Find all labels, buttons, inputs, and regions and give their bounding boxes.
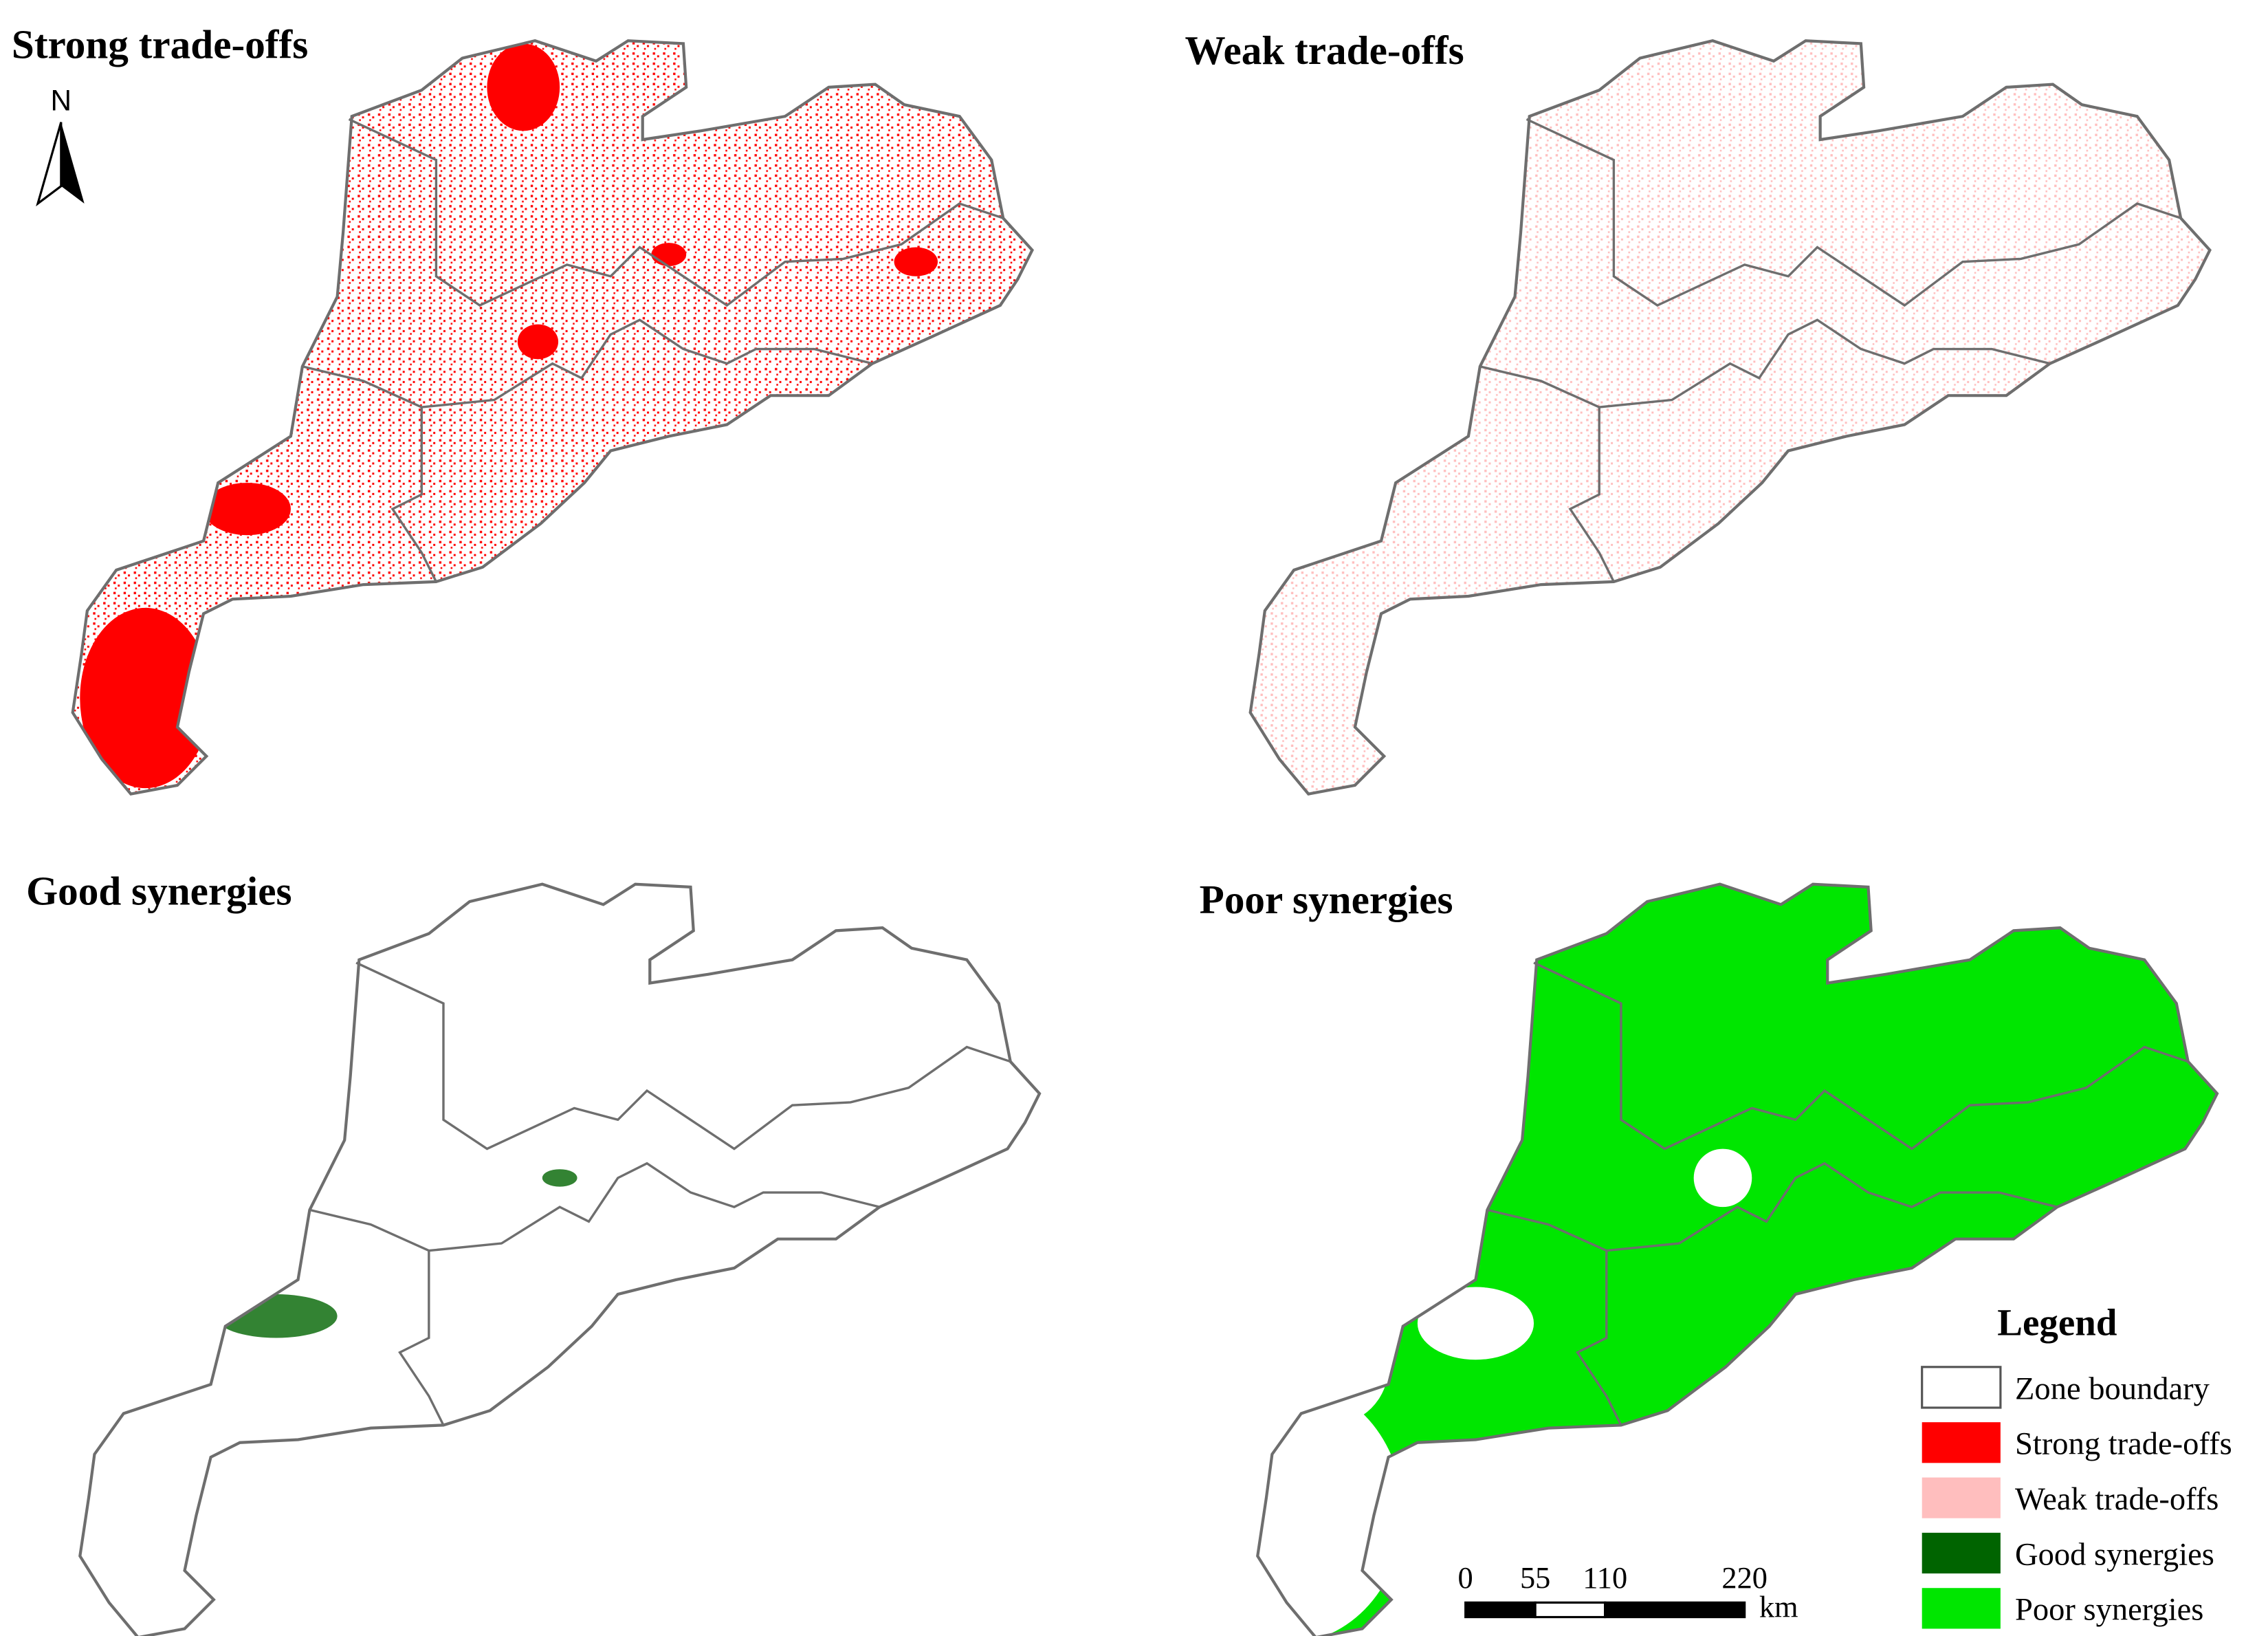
region-fill bbox=[1257, 884, 2217, 1636]
province-outline bbox=[71, 39, 1035, 796]
map-panel bbox=[78, 882, 1042, 1636]
region-patch bbox=[203, 483, 291, 536]
zone-boundary bbox=[1533, 961, 2189, 1150]
region-fill bbox=[72, 41, 1033, 794]
region-patch bbox=[487, 43, 560, 131]
map-fill bbox=[1250, 41, 2210, 794]
map-panel bbox=[1256, 882, 2219, 1636]
zone-boundary bbox=[302, 365, 437, 582]
gap bbox=[1693, 1148, 1752, 1208]
region-fill bbox=[1250, 41, 2210, 794]
legend-swatch bbox=[1921, 1366, 2002, 1409]
legend-swatch bbox=[1922, 1532, 2001, 1574]
scale-tick-label: 55 bbox=[1520, 1560, 1550, 1595]
region-patch bbox=[1337, 145, 1468, 233]
region-patch bbox=[1446, 320, 1490, 349]
region-patch bbox=[80, 607, 211, 789]
province-outline bbox=[1256, 882, 2219, 1636]
north-arrow bbox=[36, 122, 63, 207]
legend-label: Weak trade-offs bbox=[2015, 1482, 2219, 1517]
region-patch bbox=[214, 1294, 338, 1338]
legend-swatch bbox=[1922, 1477, 2001, 1518]
panel-title: Good synergies bbox=[26, 868, 291, 913]
gap bbox=[1417, 1287, 1534, 1360]
region-patch bbox=[894, 247, 938, 276]
legend-swatch bbox=[1922, 1588, 2001, 1629]
north-arrow bbox=[60, 122, 85, 204]
map-fill bbox=[72, 41, 1033, 794]
scale-tick-label: 110 bbox=[1583, 1560, 1627, 1595]
region-patch bbox=[651, 243, 687, 266]
scale-segment bbox=[1464, 1601, 1537, 1619]
scale-unit: km bbox=[1759, 1590, 1798, 1624]
zone-boundary bbox=[421, 318, 873, 408]
zone-boundary bbox=[309, 1208, 445, 1426]
map-fill bbox=[214, 1169, 577, 1338]
legend-label: Poor synergies bbox=[2015, 1593, 2203, 1628]
gap bbox=[1345, 959, 1519, 1076]
panel-title: Strong trade-offs bbox=[12, 22, 308, 67]
panel-title: Poor synergies bbox=[1200, 877, 1453, 922]
map-fill bbox=[1257, 884, 2217, 1636]
legend-label: Good synergies bbox=[2015, 1537, 2214, 1572]
map-panel bbox=[1248, 39, 2212, 796]
zone-boundary bbox=[428, 1161, 880, 1252]
legend-label: Zone boundary bbox=[2015, 1371, 2210, 1406]
legend-swatch bbox=[1922, 1422, 2001, 1463]
zone-boundary bbox=[348, 118, 1004, 307]
scale-segment bbox=[1534, 1601, 1607, 1619]
region-patch bbox=[542, 1169, 577, 1187]
province-outline bbox=[78, 882, 1042, 1636]
zone-boundary bbox=[1599, 318, 2051, 408]
scale-tick-label: 220 bbox=[1721, 1560, 1768, 1595]
map-panel bbox=[71, 39, 1035, 796]
zone-boundary bbox=[1479, 365, 1615, 582]
panel-title: Weak trade-offs bbox=[1185, 28, 1464, 73]
zone-boundary bbox=[1486, 1208, 1622, 1426]
scale-segment bbox=[1604, 1601, 1746, 1619]
legend-title: Legend bbox=[1997, 1301, 2117, 1343]
zone-boundary bbox=[1606, 1161, 2058, 1252]
scale-tick-label: 0 bbox=[1458, 1560, 1473, 1595]
zone-boundary bbox=[1526, 118, 2181, 307]
zone-boundary bbox=[355, 961, 1011, 1150]
region-patch bbox=[1250, 446, 1338, 499]
province-outline bbox=[1248, 39, 2212, 796]
legend-label: Strong trade-offs bbox=[2015, 1427, 2232, 1462]
region-patch bbox=[517, 324, 559, 360]
gap bbox=[1257, 1381, 1403, 1636]
north-label: N bbox=[51, 85, 72, 117]
